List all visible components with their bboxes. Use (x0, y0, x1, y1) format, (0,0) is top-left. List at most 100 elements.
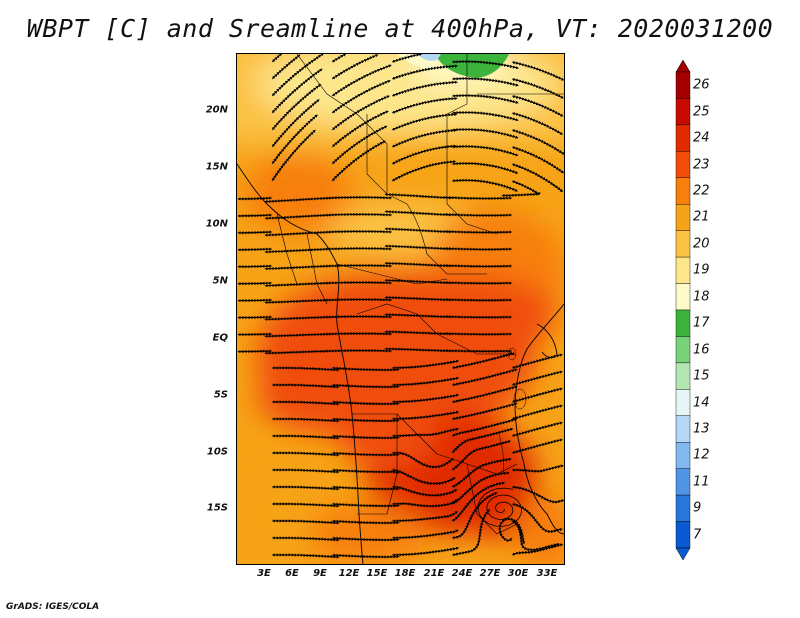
lat-label: 5N (212, 275, 228, 287)
colorbar-label: 7 (693, 527, 702, 543)
chart-title: WBPT [C] and Sreamline at 400hPa, VT: 20… (26, 14, 774, 43)
streamline (451, 144, 519, 157)
streamline (271, 417, 340, 423)
streamline (451, 59, 520, 70)
streamline (264, 281, 333, 288)
streamline (391, 427, 459, 438)
streamline (324, 195, 393, 200)
streamline (391, 359, 460, 370)
streamline (391, 96, 458, 114)
lon-label: 3E (257, 568, 271, 579)
streamline (384, 261, 453, 268)
streamline (391, 485, 458, 497)
colorbar-top-arrow (675, 60, 691, 73)
streamline (271, 400, 340, 406)
streamline (512, 464, 564, 473)
lat-label: 10S (206, 446, 228, 458)
colorbar-swatch (675, 177, 691, 205)
streamline (511, 421, 563, 438)
streamline (384, 244, 453, 251)
streamline (384, 295, 453, 302)
colorbar-swatch (675, 468, 691, 496)
streamline (444, 212, 513, 218)
streamline (271, 434, 340, 440)
streamline (511, 60, 564, 81)
streamline (511, 543, 564, 556)
streamline (391, 499, 459, 508)
colorbar-label: 26 (693, 77, 710, 93)
streamline (384, 330, 453, 336)
colorbar (675, 60, 691, 560)
streamline (271, 485, 340, 491)
streamline (444, 246, 513, 252)
lon-label: 24E (451, 568, 473, 579)
colorbar-swatch (675, 98, 691, 126)
colorbar-label: 9 (693, 500, 702, 516)
streamline (264, 332, 333, 338)
streamline (391, 64, 458, 81)
streamline (264, 230, 333, 237)
streamline (501, 179, 541, 198)
streamline (391, 376, 460, 387)
colorbar-swatch (675, 494, 691, 522)
streamline (511, 438, 563, 455)
streamline (451, 93, 519, 104)
streamline (451, 351, 516, 370)
colorbar-label: 15 (693, 368, 710, 384)
streamline (511, 404, 563, 421)
streamline (331, 485, 400, 491)
streamline (451, 368, 518, 387)
streamlines (237, 54, 564, 559)
grads-credit: GrADS: IGES/COLA (6, 602, 100, 612)
streamline (391, 128, 457, 148)
streamline (511, 485, 564, 504)
colorbar-label: 18 (693, 289, 710, 305)
streamline (384, 227, 453, 234)
streamline (391, 54, 423, 64)
colorbar-label: 19 (693, 262, 710, 278)
colorbar-label: 23 (693, 157, 710, 173)
lat-label: EQ (212, 332, 228, 344)
country-borders (276, 54, 564, 535)
streamline (324, 246, 393, 251)
streamline (444, 314, 513, 319)
colorbar-label: 21 (693, 209, 710, 225)
colorbar-swatch (675, 71, 691, 99)
streamline (271, 502, 340, 508)
streamline (384, 210, 453, 217)
streamline (331, 519, 400, 525)
streamline (324, 229, 393, 234)
colorbar-swatch (675, 309, 691, 337)
streamline (391, 160, 457, 182)
streamline (511, 94, 564, 117)
streamline (271, 553, 340, 559)
streamline (271, 468, 340, 474)
colorbar-label: 12 (693, 447, 710, 463)
wbpt-streamline-map (237, 54, 564, 564)
colorbar-swatch (675, 389, 691, 416)
blue-patch (417, 54, 441, 61)
lon-label: 12E (338, 568, 360, 579)
colorbar-swatch (675, 151, 691, 178)
streamline (391, 410, 460, 421)
streamline (391, 529, 459, 540)
lon-label: 6E (285, 568, 299, 579)
lon-label: 21E (423, 568, 445, 579)
streamline (451, 76, 519, 87)
colorbar-label: 14 (693, 395, 710, 411)
colorbar-swatch (675, 230, 691, 258)
streamline (331, 400, 400, 406)
streamline (444, 195, 513, 201)
map-panel (236, 53, 565, 565)
lon-label: 18E (394, 568, 416, 579)
colorbar-label: 24 (693, 130, 710, 146)
streamline (498, 517, 526, 545)
lon-label: 30E (507, 568, 529, 579)
lat-label: 15S (206, 502, 228, 514)
streamline (391, 468, 456, 486)
streamline (444, 280, 513, 285)
colorbar-swatch (675, 283, 691, 311)
streamline (331, 383, 400, 389)
streamline (451, 127, 519, 139)
streamline (324, 280, 393, 285)
